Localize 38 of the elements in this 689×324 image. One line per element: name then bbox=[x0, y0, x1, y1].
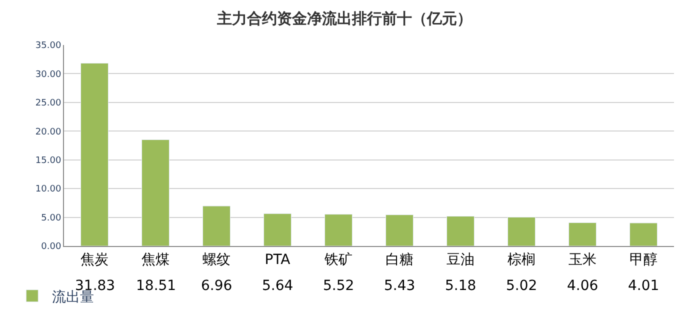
bar bbox=[508, 216, 536, 246]
bar bbox=[142, 139, 170, 246]
y-tick-label: 10.00 bbox=[35, 184, 62, 195]
data-label: 5.64 bbox=[262, 278, 294, 294]
data-label: 18.51 bbox=[136, 278, 176, 294]
y-tick-label: 30.00 bbox=[35, 70, 62, 80]
bar bbox=[80, 62, 108, 246]
bar bbox=[324, 214, 352, 246]
y-tick-label: 35.00 bbox=[35, 41, 62, 52]
chart-title: 主力合约资金净流出排行前十（亿元） bbox=[216, 9, 472, 28]
x-tick-label: 棕榈 bbox=[508, 252, 536, 268]
x-tick-label: 玉米 bbox=[568, 252, 596, 268]
bar bbox=[446, 216, 474, 246]
x-tick-label: 焦炭 bbox=[80, 252, 108, 268]
data-label: 5.02 bbox=[506, 278, 538, 294]
x-tick-label: PTA bbox=[264, 252, 291, 268]
data-label: 5.52 bbox=[323, 278, 354, 294]
data-label: 4.06 bbox=[567, 278, 598, 294]
bar bbox=[264, 213, 292, 246]
bar bbox=[630, 222, 658, 246]
y-tick-label: 15.00 bbox=[35, 156, 62, 166]
x-tick-label: 螺纹 bbox=[202, 252, 230, 268]
data-label: 6.96 bbox=[201, 278, 232, 294]
data-label: 4.01 bbox=[628, 278, 660, 294]
y-tick-label: 25.00 bbox=[35, 98, 62, 109]
bar bbox=[386, 214, 414, 246]
x-tick-label: 铁矿 bbox=[324, 252, 352, 268]
data-label: 5.18 bbox=[445, 278, 476, 294]
x-tick-label: 甲醇 bbox=[630, 252, 658, 268]
bar bbox=[568, 222, 596, 246]
data-label: 5.43 bbox=[384, 278, 416, 294]
y-tick-label: 5.00 bbox=[41, 213, 62, 224]
x-tick-label: 白糖 bbox=[386, 252, 414, 268]
bar bbox=[202, 206, 230, 246]
x-tick-label: 焦煤 bbox=[142, 252, 170, 268]
y-tick-label: 20.00 bbox=[35, 127, 62, 138]
x-tick-label: 豆油 bbox=[446, 252, 474, 268]
y-tick-label: 0.00 bbox=[41, 242, 62, 252]
